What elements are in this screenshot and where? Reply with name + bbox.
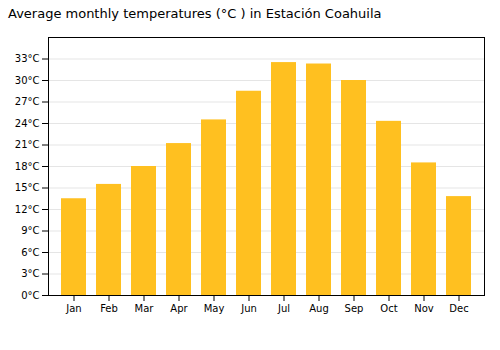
svg-text:Mar: Mar xyxy=(135,303,155,314)
svg-text:27°C: 27°C xyxy=(15,96,40,107)
svg-text:May: May xyxy=(204,303,225,314)
svg-text:12°C: 12°C xyxy=(15,204,40,215)
svg-text:Nov: Nov xyxy=(414,303,434,314)
svg-text:15°C: 15°C xyxy=(15,182,40,193)
svg-text:Jan: Jan xyxy=(65,303,81,314)
svg-text:9°C: 9°C xyxy=(21,225,39,236)
svg-text:3°C: 3°C xyxy=(21,268,39,279)
svg-text:0°C: 0°C xyxy=(21,290,39,301)
svg-text:Jul: Jul xyxy=(277,303,290,314)
svg-text:Oct: Oct xyxy=(380,303,397,314)
svg-text:18°C: 18°C xyxy=(15,161,40,172)
svg-text:Dec: Dec xyxy=(449,303,468,314)
svg-text:6°C: 6°C xyxy=(21,247,39,258)
html-text:Average monthly temperatures (: Average monthly temperatures (°C ) in Es… xyxy=(8,6,382,21)
svg-text:Apr: Apr xyxy=(170,303,188,314)
svg-text:33°C: 33°C xyxy=(15,53,40,64)
svg-text:21°C: 21°C xyxy=(15,139,40,150)
svg-text:Sep: Sep xyxy=(345,303,364,314)
svg-text:Aug: Aug xyxy=(309,303,329,314)
svg-text:24°C: 24°C xyxy=(15,118,40,129)
svg-text:Feb: Feb xyxy=(100,303,118,314)
svg-text:30°C: 30°C xyxy=(15,75,40,86)
svg-text:Jun: Jun xyxy=(240,303,257,314)
